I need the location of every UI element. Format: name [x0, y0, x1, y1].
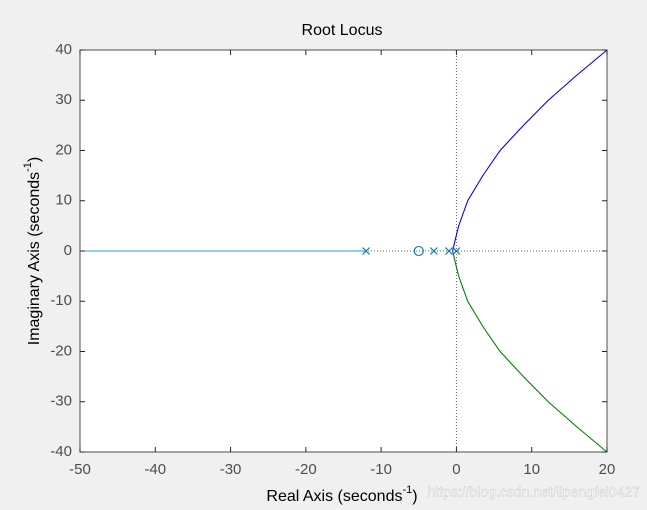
y-tick-label: -30: [50, 393, 72, 410]
y-tick-label: 20: [55, 141, 72, 158]
chart-title: Root Locus: [302, 22, 383, 39]
y-axis-label-text: Imaginary Axis (seconds: [26, 172, 43, 345]
y-tick-label: -40: [50, 443, 72, 460]
y-tick-label: 0: [64, 242, 72, 259]
locus-branch: [452, 250, 608, 453]
x-axis-label-text: Real Axis (seconds: [266, 488, 402, 505]
y-axis-label-end: ): [26, 157, 43, 162]
y-tick-label: 10: [55, 192, 72, 209]
locus-branch: [452, 49, 608, 252]
y-axis-label-sup: -1: [22, 162, 34, 172]
x-tick-label: 0: [452, 461, 460, 478]
watermark: https://blog.csdn.net/lipengfei0427: [428, 484, 641, 500]
y-tick-label: -10: [50, 292, 72, 309]
x-tick-label: -50: [69, 461, 91, 478]
pole-marker: [452, 247, 461, 255]
x-tick-label: -30: [220, 461, 242, 478]
y-axis-label: Imaginary Axis (seconds-1): [22, 157, 43, 346]
x-tick-label: 20: [599, 461, 616, 478]
x-axis-label-end: ): [412, 488, 417, 505]
x-axis-label-sup: -1: [402, 484, 412, 496]
x-tick-label: -10: [370, 461, 392, 478]
pole-marker: [445, 247, 453, 255]
y-tick-label: 30: [55, 91, 72, 108]
x-axis-label: Real Axis (seconds-1): [266, 484, 417, 505]
x-tick-label: -20: [295, 461, 317, 478]
zero-marker: [413, 245, 424, 257]
y-tick-label: 40: [55, 41, 72, 58]
pole-marker: [429, 247, 438, 255]
y-tick-label: -20: [50, 342, 72, 359]
pole-marker: [362, 247, 370, 255]
x-tick-label: -40: [144, 461, 166, 478]
x-tick-label: 10: [523, 461, 540, 478]
